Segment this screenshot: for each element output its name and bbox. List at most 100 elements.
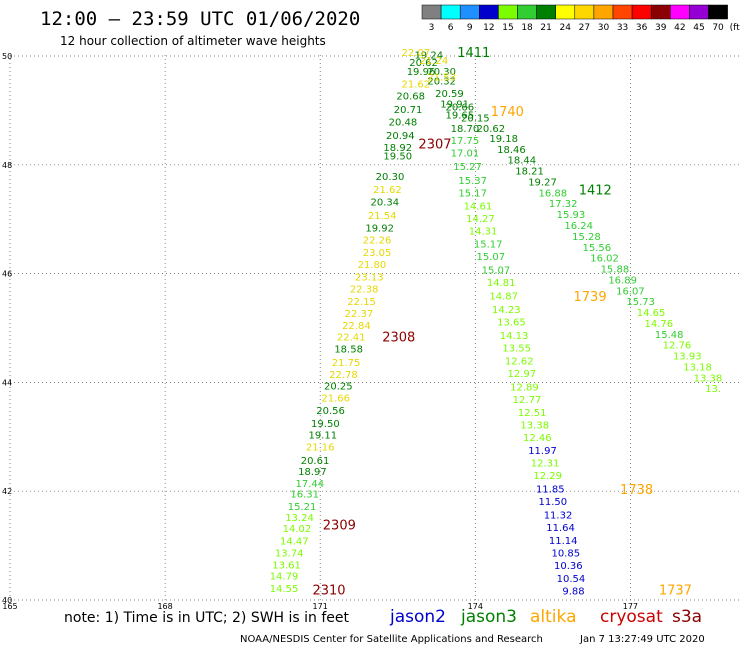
colorbar-label: 24 (560, 23, 572, 33)
swh-value: 14.65 (637, 308, 666, 319)
colorbar-swatch (498, 4, 518, 20)
swh-value: 21.62 (402, 80, 431, 91)
swh-value: 15.93 (557, 210, 586, 221)
swh-value: 20.66 (445, 102, 474, 113)
swh-value: 12.76 (663, 341, 692, 352)
swh-value: 16.02 (590, 254, 619, 265)
pass-time-labels: 2307 2308 2309 2310 1411 1740 1412 1739 1738 1737 (312, 46, 691, 598)
swh-value: 20.25 (324, 381, 353, 392)
swh-value: 17.32 (549, 199, 578, 210)
pass-time-label: 1739 (574, 290, 607, 305)
swh-value: 20.62 (409, 58, 438, 69)
lat-tick-label: 48 (2, 161, 12, 170)
swh-value: 20.61 (301, 456, 330, 467)
swh-value: 22.84 (342, 321, 371, 332)
swh-value: 16.24 (564, 221, 593, 232)
swh-value: 12.77 (513, 395, 542, 406)
colorbar-swatch (459, 4, 480, 20)
legend-jason3: jason3 (461, 607, 517, 627)
swh-value: 20.15 (461, 113, 490, 124)
colorbar-swatch (670, 4, 690, 20)
legend-jason2: jason2 (390, 607, 446, 627)
swh-value: 20.48 (389, 118, 418, 129)
swh-value: 14.47 (280, 537, 309, 548)
swh-value: 18.92 (383, 143, 412, 154)
swh-value: 22.07 (402, 48, 431, 59)
swh-value: 19.92 (365, 224, 394, 235)
swh-value: 15.17 (474, 239, 503, 250)
pass-time-label: 1740 (491, 105, 524, 120)
colorbar-label: 39 (655, 23, 667, 33)
swh-value: 17.01 (451, 149, 480, 160)
swh-value: 16.07 (616, 286, 645, 297)
colorbar-label: 27 (579, 23, 590, 33)
colorbar-label: 3 (429, 23, 435, 33)
swh-value: 15.21 (288, 502, 317, 513)
swh-value: 16.31 (290, 490, 319, 501)
swh-value: 19.24 (414, 51, 443, 62)
footer-credit: NOAA/NESDIS Center for Satellite Applica… (240, 634, 543, 645)
swh-value: 14.55 (270, 584, 299, 595)
swh-value: 12.89 (510, 383, 539, 394)
swh-value: 11.97 (528, 446, 557, 457)
colorbar-swatch (536, 4, 556, 20)
swh-value: 11.64 (546, 523, 575, 534)
swh-value: 20.68 (396, 92, 425, 103)
swh-value: 12.46 (523, 433, 552, 444)
colorbar-label: 70 (712, 23, 724, 33)
footer-note: note: 1) Time is in UTC; 2) SWH is in fe… (64, 610, 350, 626)
swh-value: 15.17 (458, 188, 487, 199)
colorbar-label: 15 (502, 23, 513, 33)
swh-value: 15.37 (458, 176, 487, 187)
swh-value: 18.70 (451, 124, 480, 135)
swh-value: 15.07 (482, 266, 511, 277)
colorbar-swatch (593, 4, 614, 20)
axis-labels: 165 168 171 174 177 40 42 44 46 48 50 (2, 52, 638, 611)
swh-value: 13.38 (520, 421, 549, 432)
swh-value: 10.54 (557, 574, 586, 585)
swh-value: 19.11 (308, 430, 337, 441)
lat-tick-label: 44 (2, 378, 12, 387)
swh-value: 15.56 (582, 243, 611, 254)
pass-time-label: 1412 (579, 184, 612, 199)
legend-altika: altika (530, 607, 577, 627)
colorbar-swatch (479, 4, 499, 20)
swh-value: 14.81 (487, 278, 516, 289)
colorbar-swatch (708, 4, 728, 20)
swh-value: 18.21 (515, 167, 544, 178)
swh-value: 11.85 (536, 484, 565, 495)
lat-tick-label: 46 (2, 270, 12, 279)
colorbar-swatch (517, 4, 537, 20)
swh-value: 10.36 (554, 561, 583, 572)
swh-value: 19.50 (383, 151, 412, 162)
swh-value: 14.02 (283, 524, 312, 535)
swh-value: 20.94 (386, 131, 415, 142)
swh-value: 14.76 (645, 319, 674, 330)
colorbar-label: 36 (636, 23, 648, 33)
swh-value: 14.87 (489, 292, 518, 303)
pass-time-label: 2308 (382, 331, 415, 346)
colorbar-swatch (612, 4, 633, 20)
swh-value: 21.24 (420, 56, 449, 67)
swh-value: 19.96 (407, 67, 436, 78)
swh-value: 15.07 (476, 252, 505, 263)
swh-value: 21.66 (321, 393, 350, 404)
swh-value: 19.91 (440, 100, 469, 111)
swh-value: 10.85 (551, 548, 580, 559)
swh-value: 14.27 (466, 214, 495, 225)
lat-tick-label: 50 (2, 52, 12, 61)
swh-value: 19.50 (311, 419, 340, 430)
map-grid (9, 55, 740, 601)
swh-value: 22.26 (363, 236, 392, 247)
swh-value: 19.27 (528, 177, 557, 188)
colorbar-label: 33 (617, 23, 628, 33)
swh-value: 14.31 (469, 226, 498, 237)
swh-value: 20.34 (371, 198, 400, 209)
swh-value: 21.16 (306, 442, 335, 453)
colorbar-swatch (555, 4, 576, 20)
swh-value: 20.62 (476, 124, 505, 135)
colorbar-swatch (631, 4, 652, 20)
swh-value: 11.50 (539, 497, 568, 508)
